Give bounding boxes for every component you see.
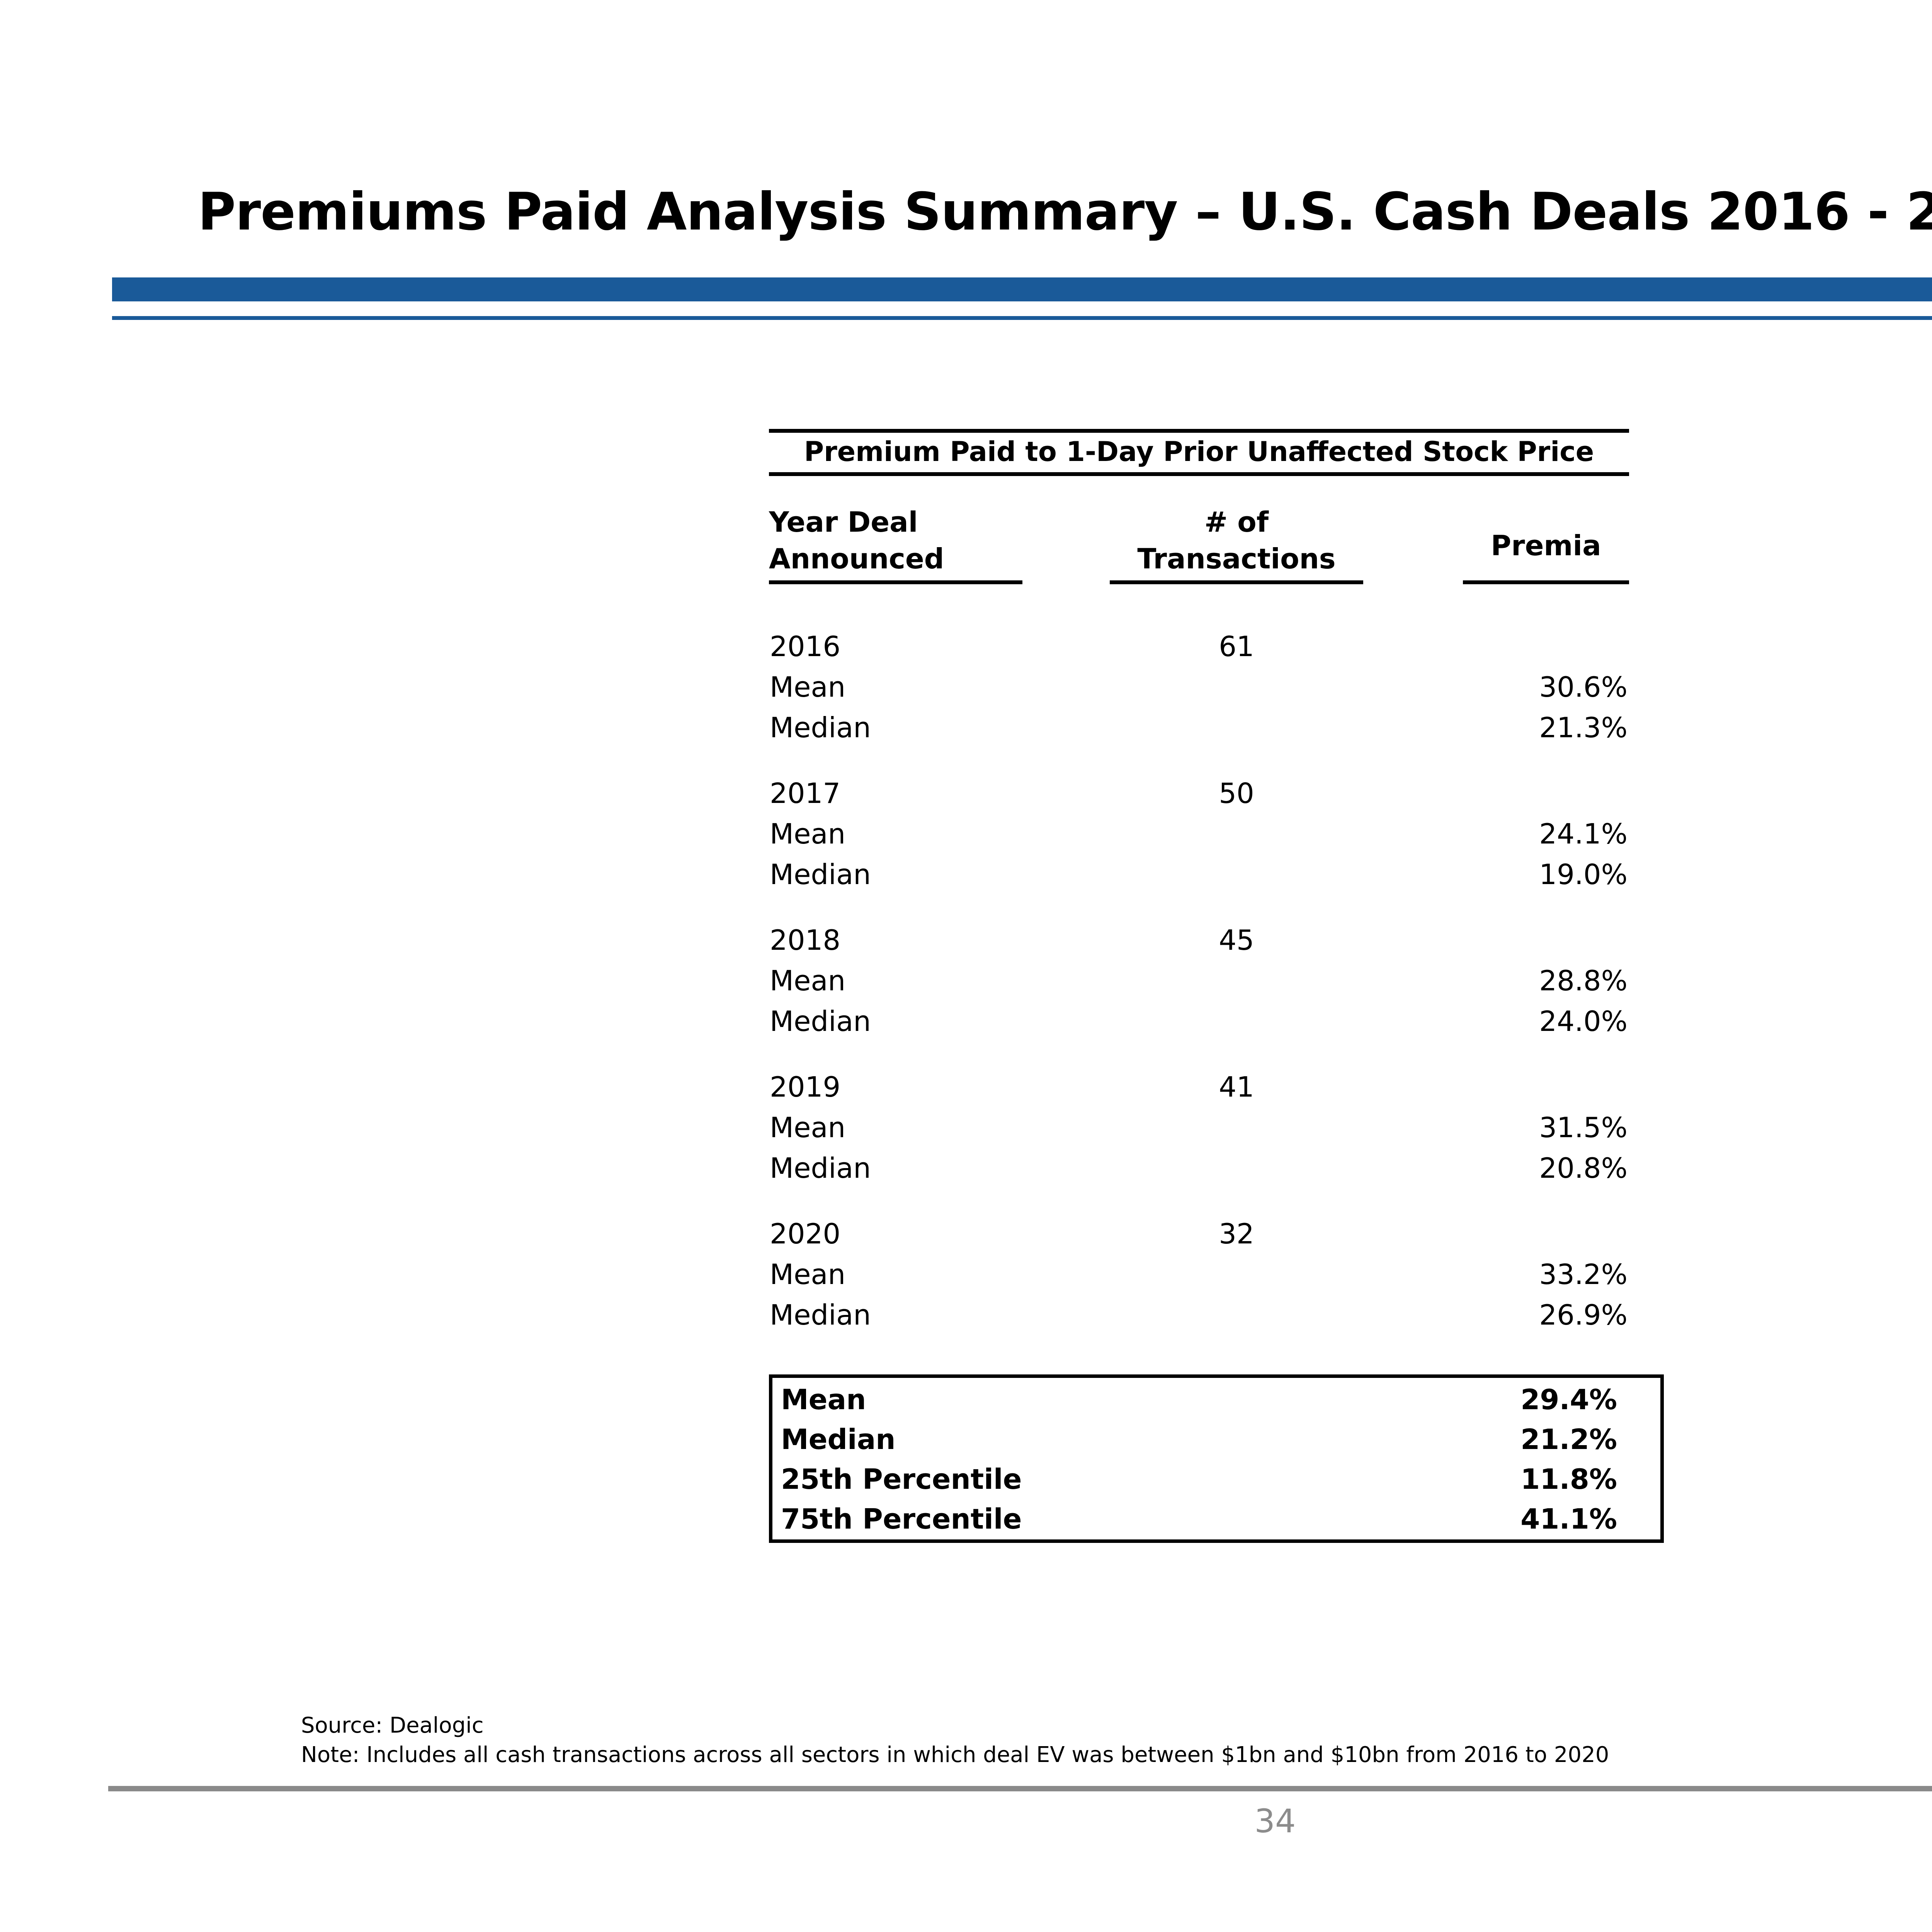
mean-value: 24.1% <box>1539 817 1628 850</box>
summary-value: 29.4% <box>1520 1383 1617 1416</box>
median-label: Median <box>770 711 871 744</box>
table-row: Mean 24.1% <box>769 813 1629 854</box>
column-header-num-transactions: # of Transactions <box>1110 498 1363 584</box>
table-row: Mean 31.5% <box>769 1107 1629 1148</box>
summary-value: 21.2% <box>1520 1423 1617 1456</box>
mean-label: Mean <box>770 1258 846 1291</box>
median-value: 21.3% <box>1539 711 1628 744</box>
mean-value: 31.5% <box>1539 1111 1628 1144</box>
column-header-line: Announced <box>769 543 944 575</box>
title-accent-bar-thick <box>112 277 1932 301</box>
table-row: 2017 50 <box>769 773 1629 813</box>
table-row: Median 20.8% <box>769 1148 1629 1188</box>
year-group-2019: 2019 41 Mean 31.5% Median 20.8% <box>769 1066 1629 1188</box>
footer-divider-line <box>108 1786 1932 1791</box>
summary-row: 25th Percentile 11.8% <box>772 1459 1660 1499</box>
table-top-rule <box>769 429 1629 433</box>
methodology-note: Note: Includes all cash transactions acr… <box>301 1742 1609 1767</box>
transactions-cell: 50 <box>1219 777 1254 810</box>
median-label: Median <box>770 858 871 891</box>
year-group-2017: 2017 50 Mean 24.1% Median 19.0% <box>769 773 1629 895</box>
table-title: Premium Paid to 1-Day Prior Unaffected S… <box>804 436 1594 468</box>
summary-row: 75th Percentile 41.1% <box>772 1499 1660 1539</box>
summary-row: Median 21.2% <box>772 1419 1660 1459</box>
summary-value: 11.8% <box>1520 1463 1617 1495</box>
summary-value: 41.1% <box>1520 1502 1617 1535</box>
table-row: Mean 28.8% <box>769 960 1629 1001</box>
column-header-line: # of <box>1204 506 1269 538</box>
table-title-underline <box>769 472 1629 476</box>
table-body: 2016 61 Mean 30.6% Median 21.3% 2017 50 … <box>769 626 1629 1360</box>
median-value: 20.8% <box>1539 1151 1628 1184</box>
column-header-line: Premia <box>1491 529 1601 562</box>
column-header-premia: Premia <box>1463 498 1629 584</box>
transactions-cell: 61 <box>1219 630 1254 663</box>
year-group-2020: 2020 32 Mean 33.2% Median 26.9% <box>769 1213 1629 1335</box>
table-row: Mean 30.6% <box>769 667 1629 707</box>
table-row: Mean 33.2% <box>769 1254 1629 1294</box>
page-number: 34 <box>1254 1802 1296 1840</box>
median-label: Median <box>770 1151 871 1184</box>
mean-label: Mean <box>770 1111 846 1144</box>
transactions-cell: 32 <box>1219 1217 1254 1250</box>
summary-label: 25th Percentile <box>781 1463 1022 1495</box>
table-row: Median 21.3% <box>769 707 1629 748</box>
table-row: Median 24.0% <box>769 1001 1629 1041</box>
table-row: 2019 41 <box>769 1066 1629 1107</box>
year-cell: 2016 <box>770 630 841 663</box>
mean-label: Mean <box>770 670 846 703</box>
year-cell: 2018 <box>770 923 841 956</box>
table-row: 2018 45 <box>769 920 1629 960</box>
summary-statistics-box: Mean 29.4% Median 21.2% 25th Percentile … <box>769 1374 1664 1543</box>
source-note: Source: Dealogic <box>301 1713 484 1738</box>
column-header-line: Transactions <box>1137 543 1336 575</box>
median-label: Median <box>770 1005 871 1037</box>
summary-row: Mean 29.4% <box>772 1379 1660 1419</box>
table-row: Median 19.0% <box>769 854 1629 895</box>
median-value: 19.0% <box>1539 858 1628 891</box>
page-title: Premiums Paid Analysis Summary – U.S. Ca… <box>198 182 1932 242</box>
year-cell: 2020 <box>770 1217 841 1250</box>
title-accent-bar-thin <box>112 316 1932 320</box>
mean-label: Mean <box>770 817 846 850</box>
transactions-cell: 45 <box>1219 923 1254 956</box>
table-row: 2016 61 <box>769 626 1629 667</box>
median-value: 24.0% <box>1539 1005 1628 1037</box>
mean-value: 28.8% <box>1539 964 1628 997</box>
column-header-year-deal-announced: Year Deal Announced <box>769 498 1022 584</box>
summary-label: Mean <box>781 1383 866 1416</box>
summary-label: Median <box>781 1423 896 1456</box>
year-cell: 2019 <box>770 1070 841 1103</box>
mean-value: 33.2% <box>1539 1258 1628 1291</box>
year-cell: 2017 <box>770 777 841 810</box>
mean-value: 30.6% <box>1539 670 1628 703</box>
median-label: Median <box>770 1298 871 1331</box>
year-group-2018: 2018 45 Mean 28.8% Median 24.0% <box>769 920 1629 1041</box>
transactions-cell: 41 <box>1219 1070 1254 1103</box>
mean-label: Mean <box>770 964 846 997</box>
summary-label: 75th Percentile <box>781 1502 1022 1535</box>
year-group-2016: 2016 61 Mean 30.6% Median 21.3% <box>769 626 1629 748</box>
table-row: Median 26.9% <box>769 1294 1629 1335</box>
table-row: 2020 32 <box>769 1213 1629 1254</box>
footnotes: Source: Dealogic Note: Includes all cash… <box>301 1711 1609 1770</box>
column-header-line: Year Deal <box>769 506 918 538</box>
median-value: 26.9% <box>1539 1298 1628 1331</box>
